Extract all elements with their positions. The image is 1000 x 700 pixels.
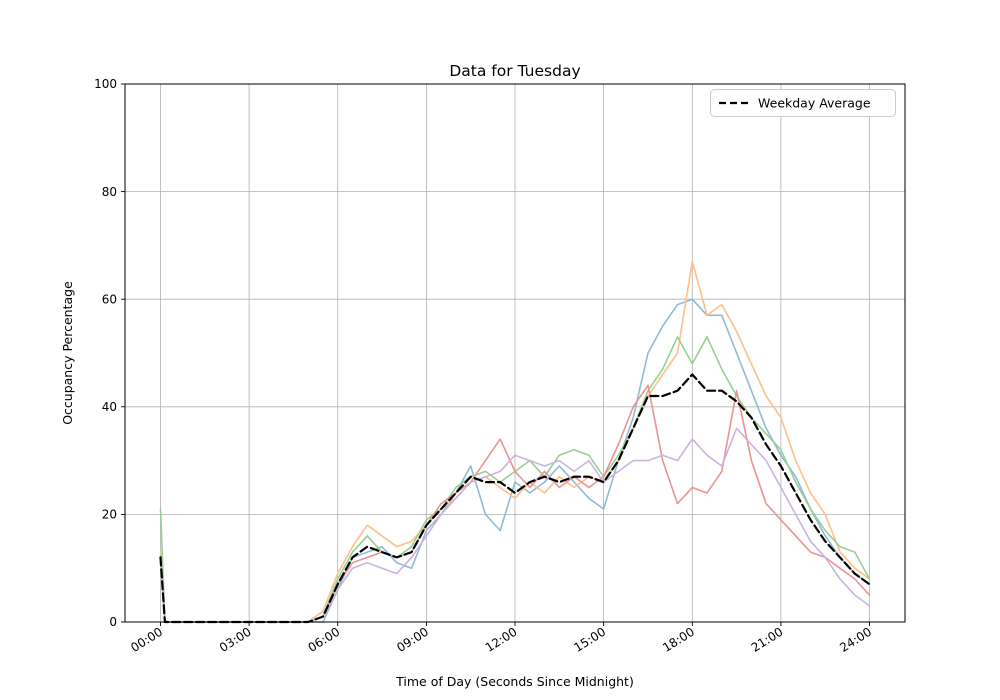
y-tick-label: 0 — [109, 615, 117, 629]
x-axis-label: Time of Day (Seconds Since Midnight) — [395, 674, 634, 689]
legend-box — [710, 89, 896, 117]
y-tick-label: 80 — [102, 185, 117, 199]
x-tick-label: 24:00 — [837, 625, 874, 655]
x-tick-label: 09:00 — [394, 625, 431, 655]
x-tick-label: 06:00 — [306, 625, 343, 655]
x-tick-label: 21:00 — [749, 625, 786, 655]
grid-lines — [125, 83, 905, 623]
y-tick-label: 40 — [102, 400, 117, 414]
y-tick-label: 60 — [102, 292, 117, 306]
x-tick-label: 12:00 — [483, 625, 520, 655]
axis-ticks: 00:00 03:00 06:00 09:00 12:00 15:00 18:00 21:00… — [94, 77, 874, 655]
legend-label: Weekday Average — [758, 96, 871, 111]
y-axis-label: Occupancy Percentage — [60, 281, 75, 425]
y-tick-label: 100 — [94, 77, 117, 91]
x-tick-label: 18:00 — [660, 625, 697, 655]
y-tick-label: 20 — [102, 508, 117, 522]
series-weekday-average — [159, 373, 871, 624]
chart-title: Data for Tuesday — [449, 62, 580, 80]
x-tick-label: 00:00 — [128, 625, 165, 655]
x-tick-label: 03:00 — [217, 625, 254, 655]
x-tick-label: 15:00 — [571, 625, 608, 655]
legend: Weekday Average — [710, 89, 896, 117]
